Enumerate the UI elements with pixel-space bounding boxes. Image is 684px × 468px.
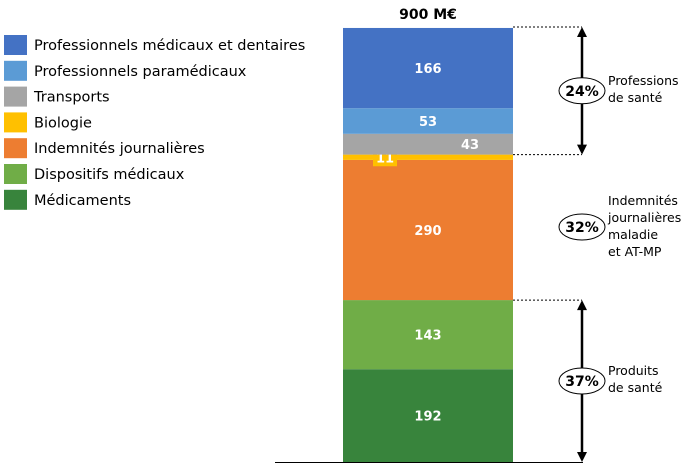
data-label: 290: [414, 224, 441, 239]
bar-segment: [343, 159, 513, 301]
legend-label: Biologie: [34, 115, 92, 131]
group-label: et AT-MP: [608, 244, 662, 259]
group-percent: 32%: [565, 220, 599, 236]
group-label: Produits: [608, 363, 659, 378]
data-label: 166: [414, 62, 441, 77]
data-label: 53: [419, 115, 437, 130]
group-percent: 37%: [565, 374, 599, 390]
percent-bubble: [558, 77, 606, 105]
arrow-head-down-icon: [577, 452, 587, 462]
bar-segment: [343, 369, 513, 462]
group-label: journalières: [607, 210, 681, 225]
legend-label: Médicaments: [34, 193, 131, 209]
bar-segment: [343, 300, 513, 370]
bar-segment: [343, 27, 513, 109]
data-label: 192: [414, 410, 441, 425]
arrow-head-up-icon: [577, 300, 587, 311]
legend-swatch: [4, 189, 27, 210]
group-label: maladie: [608, 227, 658, 242]
legend-swatch: [4, 60, 27, 81]
data-label: 11: [376, 151, 394, 166]
data-label: 43: [461, 138, 479, 153]
legend-label: Professionnels paramédicaux: [34, 64, 247, 80]
chart-title: 900 M€: [399, 7, 457, 23]
legend-label: Professionnels médicaux et dentaires: [34, 38, 305, 54]
group-label: de santé: [608, 380, 663, 395]
legend-swatch: [4, 86, 27, 107]
group-label: Professions: [608, 73, 679, 88]
arrow-head-down-icon: [577, 144, 587, 155]
percent-bubble: [558, 213, 606, 241]
percent-bubble: [558, 367, 606, 395]
legend-swatch: [4, 35, 27, 55]
legend-swatch: [4, 112, 27, 133]
legend-swatch: [4, 164, 27, 184]
arrow-head-up-icon: [577, 27, 587, 37]
group-percent: 24%: [565, 84, 599, 100]
legend-label: Dispositifs médicaux: [34, 167, 185, 183]
group-label: de santé: [608, 90, 663, 105]
bar-segment: [343, 133, 513, 155]
bar-segment: [343, 154, 513, 160]
legend-swatch: [4, 138, 27, 159]
bar-segment: [343, 108, 513, 134]
legend-label: Indemnités journalières: [34, 141, 205, 157]
group-label: Indemnités: [608, 193, 678, 208]
legend-label: Transports: [33, 90, 110, 106]
data-label: 143: [414, 329, 441, 344]
